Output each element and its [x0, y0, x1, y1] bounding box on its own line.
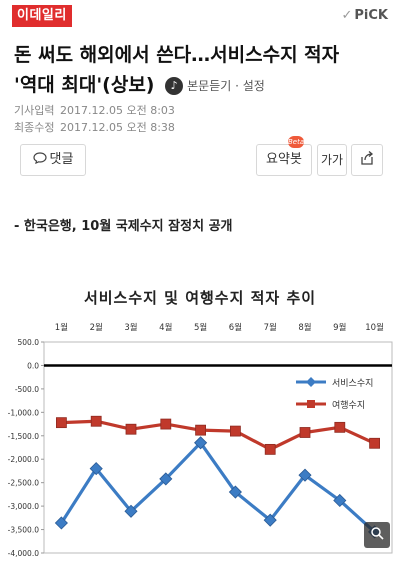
x-tick-label: 9월: [333, 322, 346, 333]
data-point-travel: [299, 427, 311, 438]
article-headline: 돈 써도 해외에서 쓴다…서비스수지 적자 '역대 최대'(상보) ♪ 본문듣기…: [14, 40, 386, 101]
action-bar: 댓글 요약봇 가가: [0, 140, 400, 184]
data-point-service: [159, 472, 173, 486]
headline-line-2-wrap: '역대 최대'(상보) ♪ 본문듣기 · 설정: [14, 70, 386, 101]
input-time: 2017.12.05 오전 8:03: [60, 104, 175, 117]
data-point-travel: [56, 417, 67, 429]
y-tick-label: 0.0: [27, 361, 39, 370]
data-point-travel: [125, 423, 137, 435]
x-tick-label: 8월: [298, 322, 311, 333]
legend-label-1: 여행수지: [332, 399, 365, 411]
legend-marker-1: [307, 400, 315, 408]
y-tick-label: -3,000.0: [8, 502, 40, 511]
comment-label: 댓글: [49, 152, 74, 167]
headline-line-1: 돈 써도 해외에서 쓴다…서비스수지 적자: [14, 44, 340, 66]
beta-badge: Beta: [288, 136, 305, 148]
data-point-service: [54, 516, 68, 530]
x-tick-label: 3월: [124, 322, 137, 333]
y-tick-label: -500.0: [15, 385, 39, 394]
article-meta: 기사입력 2017.12.05 오전 8:03 최종수정 2017.12.05 오전…: [14, 102, 175, 136]
data-point-service: [263, 513, 277, 527]
x-tick-label: 6월: [229, 322, 242, 333]
zoom-button[interactable]: [364, 522, 390, 548]
data-point-travel: [229, 425, 241, 437]
speaker-icon: ♪: [165, 76, 184, 95]
y-tick-label: -4,000.0: [8, 549, 40, 558]
legend-marker-0: [306, 377, 316, 387]
headline-line-2: '역대 최대'(상보): [14, 74, 155, 96]
edaily-logo[interactable]: 이데일리: [12, 5, 72, 27]
y-tick-label: -2,500.0: [8, 479, 40, 488]
comment-bubble-icon: [32, 152, 47, 165]
data-point-travel: [160, 418, 172, 430]
y-tick-label: 500.0: [18, 338, 40, 347]
pick-button[interactable]: ✓ PiCK: [341, 8, 388, 23]
data-point-travel: [195, 424, 207, 436]
data-point-travel: [90, 415, 102, 427]
y-tick-label: -1,500.0: [8, 432, 40, 441]
summary-bot-button[interactable]: 요약봇: [256, 144, 312, 176]
listen-label: 본문듣기 · 설정: [187, 78, 265, 93]
check-icon: ✓: [341, 8, 353, 23]
share-button[interactable]: [351, 144, 383, 176]
data-point-service: [228, 485, 242, 499]
input-label: 기사입력: [14, 104, 55, 117]
y-tick-label: -3,500.0: [8, 526, 40, 535]
y-tick-label: -2,000.0: [8, 455, 40, 464]
x-tick-label: 7월: [264, 322, 277, 333]
data-point-service: [124, 504, 138, 518]
font-size-button[interactable]: 가가: [317, 144, 347, 176]
top-bar: 이데일리 ✓ PiCK: [0, 0, 400, 32]
comment-button[interactable]: 댓글: [20, 144, 86, 176]
chart-title: 서비스수지 및 여행수지 적자 추이: [83, 289, 317, 307]
plot-frame: [43, 341, 393, 554]
x-tick-label: 5월: [194, 322, 207, 333]
series-line-0: [60, 441, 376, 534]
edit-label: 최종수정: [14, 121, 55, 134]
article-subheading: - 한국은행, 10월 국제수지 잠정치 공개: [14, 219, 233, 234]
data-point-travel: [334, 421, 346, 433]
data-point-travel: [264, 443, 276, 455]
data-point-service: [89, 462, 103, 476]
pick-label: PiCK: [354, 8, 388, 23]
x-tick-label: 10월: [365, 322, 384, 333]
data-point-travel: [369, 437, 381, 449]
x-tick-label: 1월: [55, 322, 68, 333]
data-point-service: [194, 436, 208, 450]
line-chart[interactable]: 500.0 0.0 -500.0 -1,000.0 -1,500.0 -2,000.0 -2…: [0, 310, 400, 565]
data-point-service: [298, 468, 312, 482]
legend-label-0: 서비스수지: [332, 378, 373, 389]
x-tick-label: 4월: [159, 322, 172, 333]
x-tick-label: 2월: [90, 322, 103, 333]
magnify-icon: [371, 527, 384, 540]
share-icon: [361, 151, 374, 165]
edit-time: 2017.12.05 오전 8:38: [60, 121, 175, 134]
data-point-service: [333, 493, 347, 508]
series-line-1: [61, 419, 376, 451]
y-tick-label: -1,000.0: [8, 408, 40, 417]
listen-button[interactable]: ♪ 본문듣기 · 설정: [165, 71, 265, 101]
